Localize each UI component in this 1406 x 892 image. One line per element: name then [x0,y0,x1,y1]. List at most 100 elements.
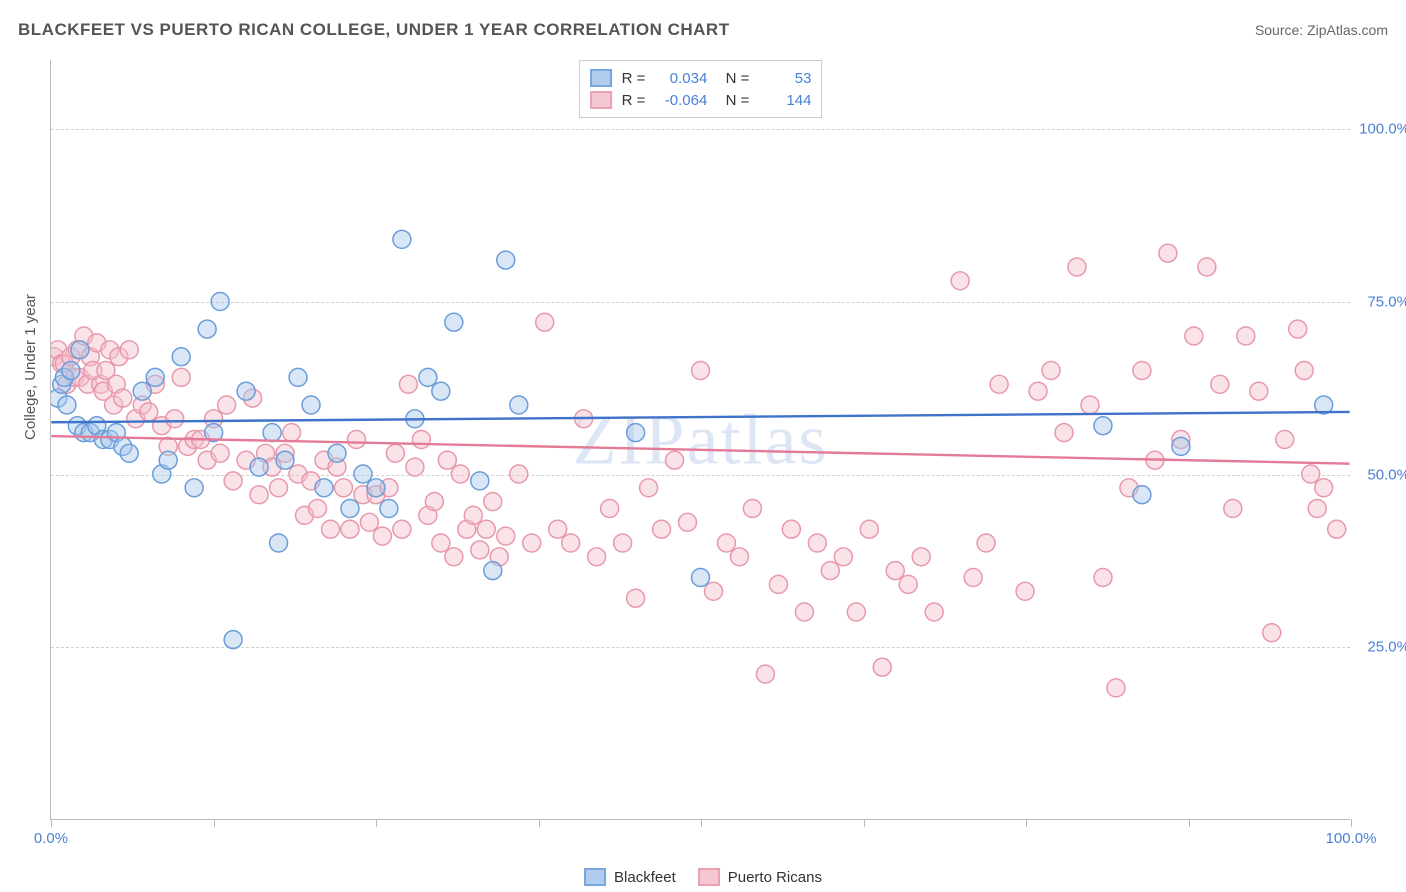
data-point [120,341,138,359]
data-point [146,368,164,386]
data-point [1094,569,1112,587]
data-point [224,472,242,490]
data-point [283,424,301,442]
data-point [536,313,554,331]
data-point [1198,258,1216,276]
data-point [321,520,339,538]
data-point [1328,520,1346,538]
data-point [159,451,177,469]
legend-label: Puerto Ricans [728,869,822,886]
data-point [1185,327,1203,345]
legend-item: Blackfeet [584,868,676,886]
data-point [276,451,294,469]
data-point [270,534,288,552]
data-point [692,569,710,587]
data-point [341,520,359,538]
data-point [653,520,671,538]
data-point [172,368,190,386]
x-tick [376,819,377,827]
legend-label: Blackfeet [614,869,676,886]
x-axis-max-label: 100.0% [1326,830,1377,847]
data-point [860,520,878,538]
data-point [1094,417,1112,435]
data-point [1302,465,1320,483]
legend-r-label: R = [622,92,646,109]
data-point [1211,375,1229,393]
data-point [964,569,982,587]
series-legend: Blackfeet Puerto Ricans [584,868,822,886]
legend-swatch [698,868,720,886]
data-point [601,500,619,518]
x-tick [214,819,215,827]
data-point [666,451,684,469]
data-point [821,562,839,580]
data-point [1263,624,1281,642]
data-point [977,534,995,552]
data-point [990,375,1008,393]
data-point [484,493,502,511]
x-tick [701,819,702,827]
data-point [334,479,352,497]
chart-header: BLACKFEET VS PUERTO RICAN COLLEGE, UNDER… [18,20,1388,40]
data-point [510,465,528,483]
data-point [1237,327,1255,345]
chart-plot-area: ZIPatlas R =0.034 N =53R =-0.064 N =144 … [50,60,1350,820]
data-point [289,368,307,386]
data-point [451,465,469,483]
data-point [899,575,917,593]
regression-line [51,412,1349,422]
data-point [419,368,437,386]
data-point [847,603,865,621]
y-axis-title: College, Under 1 year [22,294,39,440]
data-point [769,575,787,593]
data-point [1159,244,1177,262]
data-point [1133,362,1151,380]
data-point [756,665,774,683]
data-point [1224,500,1242,518]
x-tick [1189,819,1190,827]
data-point [263,424,281,442]
data-point [627,424,645,442]
data-point [782,520,800,538]
data-point [925,603,943,621]
data-point [679,513,697,531]
data-point [1315,479,1333,497]
data-point [237,382,255,400]
data-point [1133,486,1151,504]
data-point [386,444,404,462]
legend-n-label: N = [717,92,749,109]
data-point [464,506,482,524]
data-point [614,534,632,552]
data-point [393,520,411,538]
source-attribution: Source: ZipAtlas.com [1255,22,1388,38]
data-point [438,451,456,469]
data-point [185,479,203,497]
data-point [1308,500,1326,518]
data-point [1081,396,1099,414]
legend-stat-row: R =0.034 N =53 [590,67,812,89]
data-point [341,500,359,518]
data-point [717,534,735,552]
x-tick [51,819,52,827]
data-point [1068,258,1086,276]
data-point [873,658,891,676]
legend-n-value: 53 [759,70,811,87]
legend-r-value: 0.034 [655,70,707,87]
data-point [510,396,528,414]
x-tick [1026,819,1027,827]
data-point [1055,424,1073,442]
data-point [730,548,748,566]
scatter-svg [51,60,1350,819]
data-point [432,382,450,400]
x-tick [1351,819,1352,827]
data-point [347,431,365,449]
data-point [1042,362,1060,380]
data-point [354,465,372,483]
data-point [250,458,268,476]
legend-r-label: R = [622,70,646,87]
data-point [484,562,502,580]
legend-swatch [590,91,612,109]
data-point [951,272,969,290]
data-point [62,362,80,380]
data-point [562,534,580,552]
